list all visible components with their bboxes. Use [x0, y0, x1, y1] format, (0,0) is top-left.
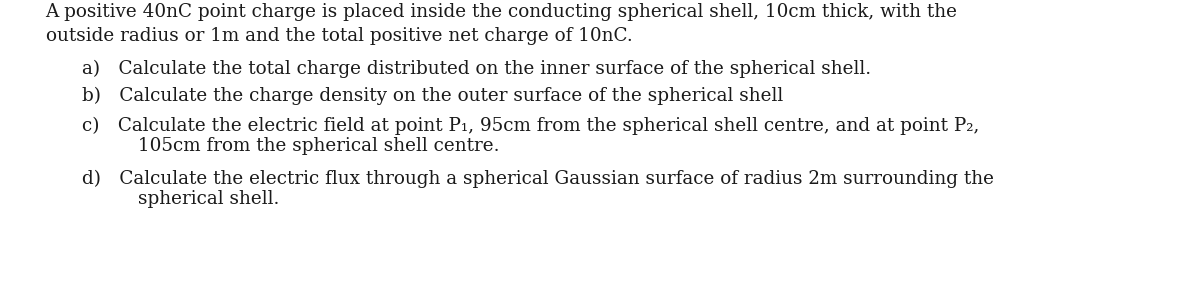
Text: outside radius or 1m and the total positive net charge of 10nC.: outside radius or 1m and the total posit… — [46, 27, 632, 45]
Text: 105cm from the spherical shell centre.: 105cm from the spherical shell centre. — [138, 137, 499, 155]
Text: a) Calculate the total charge distributed on the inner surface of the spherical : a) Calculate the total charge distribute… — [82, 60, 871, 78]
Text: b) Calculate the charge density on the outer surface of the spherical shell: b) Calculate the charge density on the o… — [82, 87, 782, 105]
Text: A positive 40nC point charge is placed inside the conducting spherical shell, 10: A positive 40nC point charge is placed i… — [46, 3, 958, 21]
Text: c) Calculate the electric field at point P₁, 95cm from the spherical shell centr: c) Calculate the electric field at point… — [82, 117, 979, 135]
Text: spherical shell.: spherical shell. — [138, 190, 280, 208]
Text: d) Calculate the electric flux through a spherical Gaussian surface of radius 2m: d) Calculate the electric flux through a… — [82, 170, 994, 188]
